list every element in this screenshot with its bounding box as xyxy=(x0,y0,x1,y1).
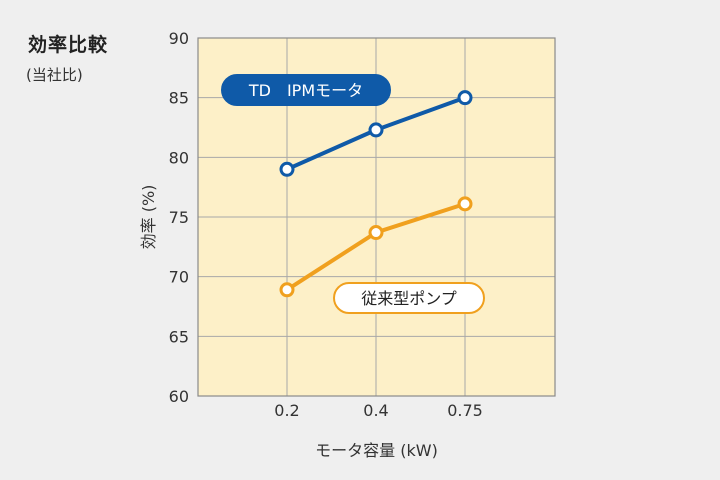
plot-frame xyxy=(197,37,556,397)
x-tick-label: 0.4 xyxy=(363,401,388,420)
data-point-1 xyxy=(457,196,473,212)
y-tick-label: 75 xyxy=(169,208,189,227)
x-tick-label: 0.2 xyxy=(274,401,299,420)
x-tick-label: 0.75 xyxy=(447,401,483,420)
chart-title: 効率比較 xyxy=(28,34,109,56)
y-tick-label: 70 xyxy=(169,268,189,287)
data-point-0 xyxy=(279,161,295,177)
y-tick-label: 60 xyxy=(169,387,189,406)
y-tick-label: 80 xyxy=(169,148,189,167)
chart-subtitle: (当社比) xyxy=(26,66,83,84)
y-tick-label: 65 xyxy=(169,327,189,346)
legend-tag-1 xyxy=(333,282,485,314)
data-point-1 xyxy=(279,282,295,298)
x-axis-title: モータ容量 (kW) xyxy=(315,441,438,460)
data-point-1 xyxy=(368,225,384,241)
data-point-0 xyxy=(368,122,384,138)
data-point-0 xyxy=(457,90,473,106)
legend-label-0: TD IPMモータ xyxy=(248,81,363,100)
y-axis-title: 効率 (%) xyxy=(139,185,158,250)
y-tick-label: 90 xyxy=(169,29,189,48)
y-tick-label: 85 xyxy=(169,89,189,108)
legend-tag-0 xyxy=(221,74,391,106)
legend-label-1: 従来型ポンプ xyxy=(361,289,457,308)
